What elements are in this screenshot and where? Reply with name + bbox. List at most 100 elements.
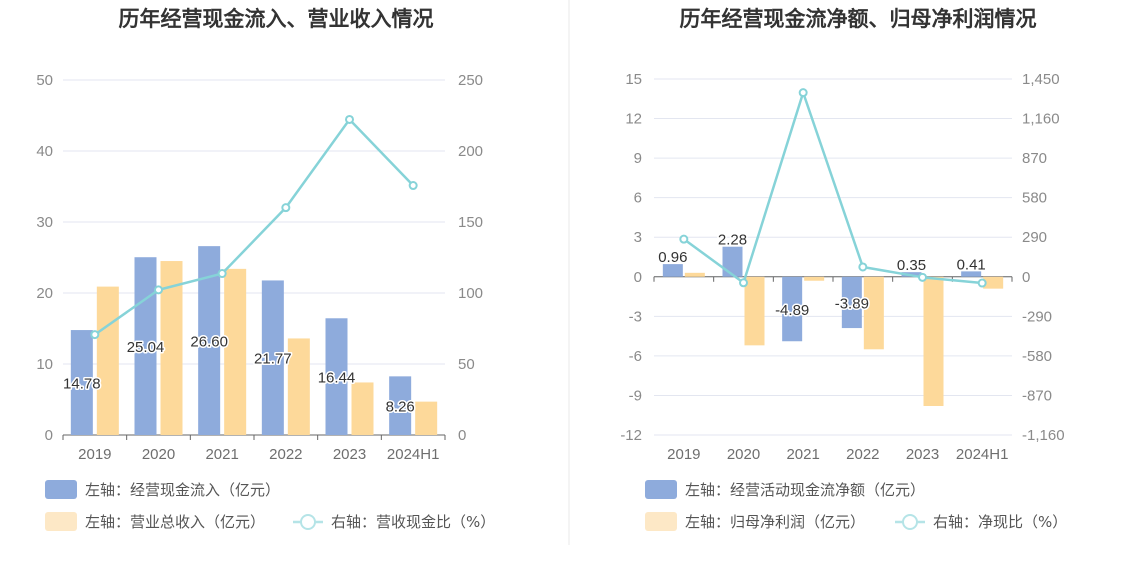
x-axis-tick-label: 2022 (846, 446, 879, 463)
x-axis-tick-label: 2020 (727, 446, 760, 463)
legend-label: 右轴：营收现金比（%） (331, 513, 495, 531)
left-axis-tick: -9 (629, 387, 642, 404)
legend-label: 左轴：经营现金流入（亿元） (85, 481, 280, 499)
left-axis-tick: 12 (625, 111, 642, 128)
right-axis-tick: 100 (458, 285, 483, 302)
left-axis-tick: 20 (36, 285, 53, 302)
bar-data-label: 0.41 (957, 256, 986, 273)
right-axis-tick: -580 (1022, 348, 1052, 365)
right-axis-tick: 870 (1022, 150, 1047, 167)
right-axis-tick: 290 (1022, 229, 1047, 246)
bar-right-series (804, 276, 825, 281)
bar-data-label: 26.60 (190, 334, 228, 351)
chart-title: 历年经营现金流净额、归母净利润情况 (680, 7, 1037, 31)
bar-left-series (662, 264, 683, 277)
line-series-point (918, 272, 927, 282)
left-axis-tick: 0 (45, 427, 53, 444)
bar-right-series (684, 272, 705, 277)
line-series-point (679, 234, 689, 244)
line-series-point (90, 330, 100, 340)
line-series-point (798, 88, 808, 98)
line-series-point (281, 203, 291, 213)
legend-swatch-left-bar (645, 480, 677, 499)
chart-net-cashflow-profit: 历年经营现金流净额、归母净利润情况 -12 -9 -6 -3 0 3 6 9 12 15 -1,160… (620, 7, 1067, 531)
right-axis-tick: 150 (458, 214, 483, 231)
right-axis-tick: 580 (1022, 190, 1047, 207)
line-series (94, 118, 415, 336)
bar-data-label: 0.35 (897, 257, 926, 274)
bar-right-series (351, 382, 374, 435)
line-series-point (858, 262, 868, 272)
bar-data-label: -4.89 (775, 302, 809, 319)
legend-swatch-line-marker (902, 514, 918, 530)
x-axis-tick-label: 2023 (333, 446, 366, 463)
bar-right-series (224, 268, 247, 435)
bar-right-series (415, 401, 438, 435)
bar-data-label: 14.78 (63, 376, 101, 393)
left-axis-tick: 0 (634, 269, 642, 286)
bar-right-series (744, 276, 765, 346)
right-axis-tick: -1,160 (1022, 427, 1065, 444)
legend-label: 右轴：净现比（%） (933, 513, 1067, 531)
bar-left-series (70, 330, 93, 435)
line-series-point (345, 114, 354, 124)
left-axis-tick: -3 (629, 308, 642, 325)
bar-left-series (198, 246, 221, 435)
bar-data-label: 16.44 (318, 370, 356, 387)
bar-right-series (160, 261, 183, 435)
right-axis-tick: 0 (1022, 269, 1030, 286)
bar-right-series (96, 286, 119, 435)
x-axis-tick-label: 2019 (667, 446, 700, 463)
left-axis-tick: 10 (36, 356, 53, 373)
right-axis-tick: 250 (458, 72, 483, 89)
bar-data-label: 25.04 (127, 339, 165, 356)
x-axis-tick-label: 2024H1 (956, 446, 1009, 463)
legend-swatch-right-bar (45, 512, 77, 531)
bar-data-label: -3.89 (835, 295, 869, 312)
bar-right-series (923, 276, 944, 406)
bar-left-series (782, 276, 803, 342)
legend-label: 左轴：归母净利润（亿元） (685, 513, 865, 531)
bar-left-series (961, 271, 982, 277)
left-axis-tick: 15 (625, 71, 642, 88)
legend-swatch-right-bar (645, 512, 677, 531)
left-axis-tick: 50 (36, 72, 53, 89)
x-axis-tick-label: 2021 (786, 446, 819, 463)
x-axis-tick-label: 2023 (906, 446, 939, 463)
bar-right-series (863, 276, 884, 350)
line-series-point (154, 285, 163, 295)
chart-cash-inflow-revenue: 历年经营现金流入、营业收入情况 0 10 20 30 40 50 0 50 100 150 200 25… (36, 7, 495, 531)
bar-left-series (325, 318, 348, 435)
right-axis-tick: 50 (458, 356, 475, 373)
bar-left-series (722, 246, 743, 277)
left-axis-tick: 3 (634, 229, 642, 246)
bar-right-series (287, 338, 310, 435)
right-axis-tick: 1,450 (1022, 71, 1060, 88)
left-axis-tick: -12 (620, 427, 642, 444)
right-axis-tick: 0 (458, 427, 466, 444)
legend-swatch-left-bar (45, 480, 77, 499)
left-axis-tick: 9 (634, 150, 642, 167)
bar-left-series (389, 376, 412, 435)
bar-data-label: 8.26 (386, 399, 415, 416)
x-axis-tick-label: 2020 (142, 446, 175, 463)
legend-swatch-line-marker (300, 514, 316, 530)
line-series-point (217, 269, 227, 279)
bar-left-series (261, 280, 284, 435)
legend-label: 左轴：营业总收入（亿元） (85, 513, 265, 531)
line-series (683, 91, 983, 285)
x-axis-tick-label: 2024H1 (387, 446, 440, 463)
bar-right-series (983, 276, 1004, 289)
right-axis-tick: -290 (1022, 308, 1052, 325)
line-series-point (977, 278, 987, 288)
x-axis-tick-label: 2019 (78, 446, 111, 463)
left-axis-tick: 30 (36, 214, 53, 231)
bar-data-label: 21.77 (254, 351, 292, 368)
left-axis-tick: 40 (36, 143, 53, 160)
bar-left-series (841, 276, 862, 329)
chart-title: 历年经营现金流入、营业收入情况 (119, 7, 434, 31)
left-axis-tick: 6 (634, 190, 642, 207)
line-series-point (408, 181, 418, 191)
